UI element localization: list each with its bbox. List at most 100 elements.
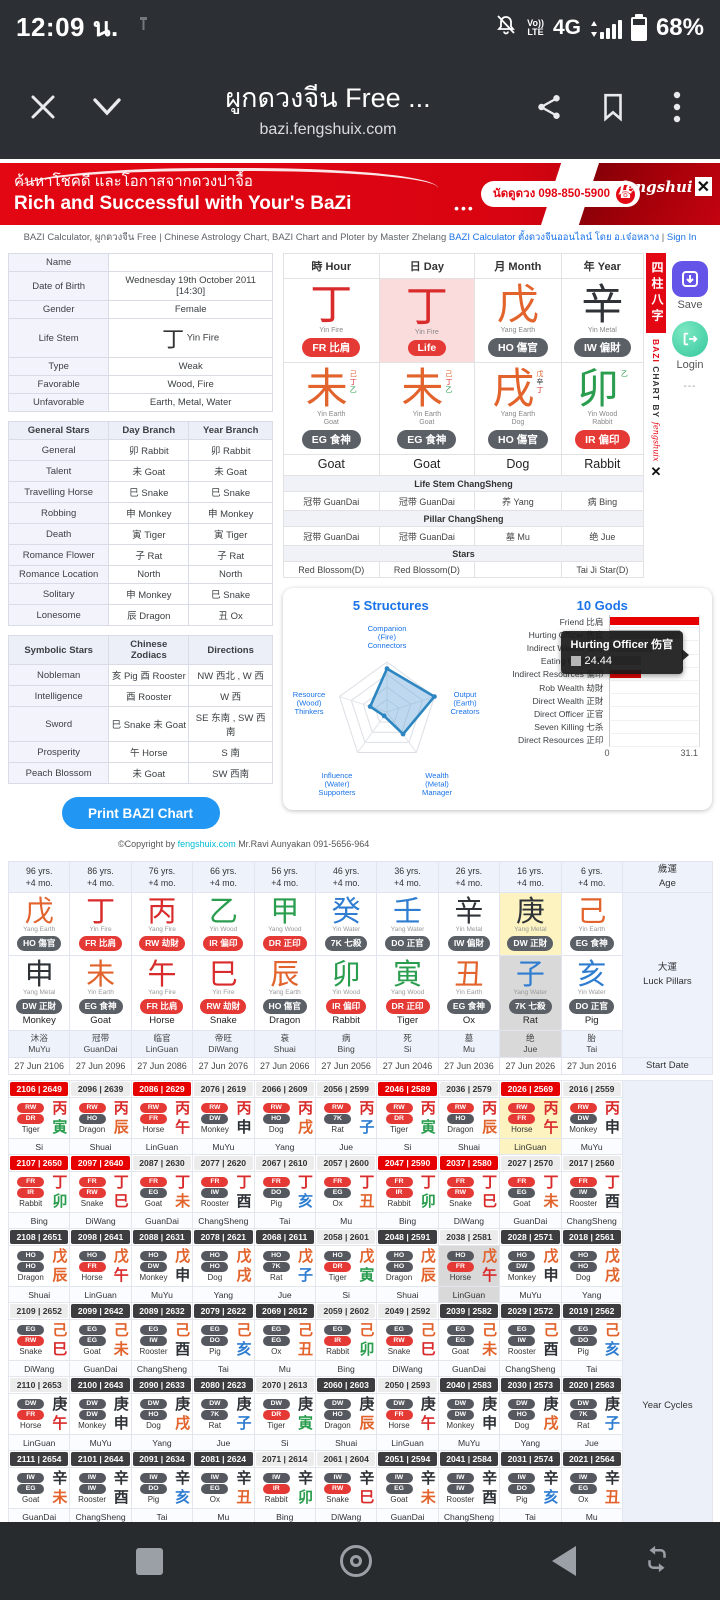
hidden-stems: 己丁乙 <box>445 367 452 395</box>
bar-row[interactable]: Friend 比肩 <box>497 615 700 629</box>
luck-stem-element: Yang Water <box>390 926 425 933</box>
year-branch-char: 丑 <box>359 1192 375 1210</box>
bar-row[interactable]: Seven Killing 七杀 <box>497 720 700 734</box>
year-animal: Horse <box>388 1420 410 1430</box>
bookmark-button[interactable] <box>584 78 642 136</box>
luck-stem-cell: 癸 Yin Water 7K 七殺 <box>314 892 378 956</box>
year-cell: EG EG Goat 己未 <box>437 1319 501 1361</box>
year-stem-char: 丙 <box>482 1099 498 1117</box>
year-cell-chars: 丙申 <box>604 1099 621 1137</box>
print-bazi-chart-button[interactable]: Print BAZI Chart <box>61 797 220 829</box>
year-branch-char: 巳 <box>113 1192 129 1210</box>
stem-god-badge: IW <box>78 1472 106 1483</box>
page-title-block[interactable]: ผูกดวงจีน Free ... bazi.fengshuix.com <box>142 76 514 139</box>
year-cell-chars: 戊辰 <box>51 1247 68 1285</box>
year-cell: DW HO Dog 庚戌 <box>499 1393 562 1435</box>
branch-element-label: Yin Wood <box>587 411 618 418</box>
age-months: +4 mo. <box>209 878 237 888</box>
luck-stem-char: 乙 <box>208 894 238 928</box>
year-cell-content: IW DO Pig 辛亥 <box>132 1468 192 1508</box>
luck-branch-animal: Goat <box>90 1015 111 1026</box>
bar-row[interactable]: Direct Officer 正官 <box>497 707 700 721</box>
stem-god-badge: HO <box>17 1250 45 1261</box>
home-button[interactable] <box>340 1545 372 1577</box>
cell-value: 未 Goat <box>108 762 190 784</box>
stem-god-badge: EG <box>78 1324 106 1335</box>
year-chip-cell: 2088 | 2631 <box>130 1228 194 1246</box>
year-cell: DW FR Horse 庚午 <box>7 1393 71 1435</box>
cell-value: 巳 Snake <box>108 481 190 503</box>
hidden-stem-char: 乙 <box>445 387 453 394</box>
year-branch-char: 巳 <box>482 1192 498 1210</box>
bar-row[interactable]: Rob Wealth 劫財 <box>497 680 700 695</box>
rotate-button[interactable] <box>642 1544 672 1579</box>
back-button[interactable] <box>552 1546 576 1576</box>
booking-phone-button[interactable]: นัดดูดวง 098-850-5900 ☎ <box>480 181 640 207</box>
cs-en: Shuai <box>273 1044 296 1054</box>
year-changsheng-cell: Jue <box>192 1434 255 1451</box>
stem-god-badge: EG <box>201 1324 229 1335</box>
axis-tick-min: 0 <box>604 747 610 758</box>
table-header-row: Symbolic Stars Chinese Zodiacs Directions <box>7 635 273 665</box>
year-cell-left: RW 7K Rat <box>317 1099 358 1137</box>
status-bar: 12:09 น. Vo)) LTE 4G 68% <box>0 0 720 55</box>
year-content-row: EG RW Snake 己巳 EG EG Goat 己未 EG IW Rooster 己酉 EG DO Pi… <box>7 1319 713 1361</box>
year-cell-content: EG IW Rooster 己酉 <box>132 1320 192 1360</box>
tooltip-value: 24.44 <box>584 655 613 667</box>
year-animal: Dragon <box>78 1124 106 1134</box>
year-chip-cell: 2037 | 2580 <box>437 1154 501 1172</box>
cell-value: SE 东南 , SW 西南 <box>188 706 273 742</box>
luck-start-date: 27 Jun 2066 <box>253 1057 316 1075</box>
recents-button[interactable] <box>136 1547 163 1575</box>
chart-by-label: BAZI CHART BY <box>651 339 661 419</box>
year-chip: 2079 | 2622 <box>194 1304 253 1318</box>
bazi-calculator-link[interactable]: BAZI Calculator ตั้งดวงจีนออนไลน์ โดย อ.… <box>448 232 660 243</box>
save-button[interactable] <box>672 261 708 297</box>
year-chip-cell: 2039 | 2582 <box>437 1302 501 1320</box>
sign-in-link[interactable]: Sign In <box>666 232 697 243</box>
close-tab-button[interactable] <box>14 78 72 136</box>
luck-branch-element: Yin Earth <box>87 989 114 996</box>
row-label: Talent <box>7 460 110 482</box>
stem-god-badge: RW <box>262 1102 290 1113</box>
year-chip-cell: 2111 | 2654 <box>7 1450 71 1468</box>
row-label: Travelling Horse <box>7 481 110 503</box>
pillar-branch-cell: 卯乙 Yin Wood Rabbit IR 偏印 <box>560 362 645 455</box>
year-cell-chars: 戊午 <box>113 1247 130 1285</box>
bar-row[interactable]: Direct Wealth 正財 <box>497 694 700 708</box>
year-cell-content: EG RW Snake 己巳 <box>377 1320 437 1360</box>
year-chip-cell: 2060 | 2603 <box>314 1376 378 1394</box>
overflow-menu-button[interactable] <box>648 78 706 136</box>
year-chip: 2056 | 2599 <box>316 1082 376 1096</box>
year-stem-char: 庚 <box>359 1395 375 1413</box>
branch-god-badge: DR <box>17 1113 45 1124</box>
bar-track <box>608 733 700 747</box>
share-button[interactable] <box>520 78 578 136</box>
year-chip-cell: 2091 | 2634 <box>130 1450 194 1468</box>
login-button[interactable] <box>672 321 708 357</box>
luck-start-date: 27 Jun 2096 <box>69 1057 132 1075</box>
cell-value: 亥 Pig 酉 Rooster <box>108 664 190 686</box>
fengshuix-link[interactable]: fengshuix.com <box>177 839 236 849</box>
branch-wrap: 卯乙 <box>562 367 643 411</box>
stem-god-badge: DW <box>139 1398 167 1409</box>
bar-track <box>608 615 700 629</box>
year-cell-chars: 丙辰 <box>481 1099 498 1137</box>
luck-age-cell: 46 yrs. +4 mo. <box>314 861 378 893</box>
year-cell: HO FR Horse 戊午 <box>69 1245 132 1287</box>
branch-god-badge: DO <box>569 1335 597 1346</box>
year-stem-char: 丙 <box>297 1099 313 1117</box>
collapse-chevron-button[interactable] <box>78 78 136 136</box>
year-chip-cell: 2078 | 2621 <box>192 1228 255 1246</box>
year-cell-left: FR IW Rooster <box>194 1173 235 1211</box>
bar-row[interactable]: Direct Resources 正印 <box>497 733 700 747</box>
radar-axis-label: Influence (Water) Supporters <box>318 771 355 797</box>
year-branch-char: 未 <box>543 1192 559 1210</box>
year-chip: 2078 | 2621 <box>194 1230 253 1244</box>
stem-char: 丁 <box>405 281 448 331</box>
promo-banner[interactable]: ค้นหาโชคดี และโอกาสจากดวงปาจื้อ Rich and… <box>0 163 720 225</box>
year-cell-left: IW IW Rooster <box>440 1469 481 1507</box>
god-badge: FR 比肩 <box>302 338 361 357</box>
stem-god-badge: DW <box>78 1398 106 1409</box>
year-cell: DW 7K Rat 庚子 <box>192 1393 255 1435</box>
